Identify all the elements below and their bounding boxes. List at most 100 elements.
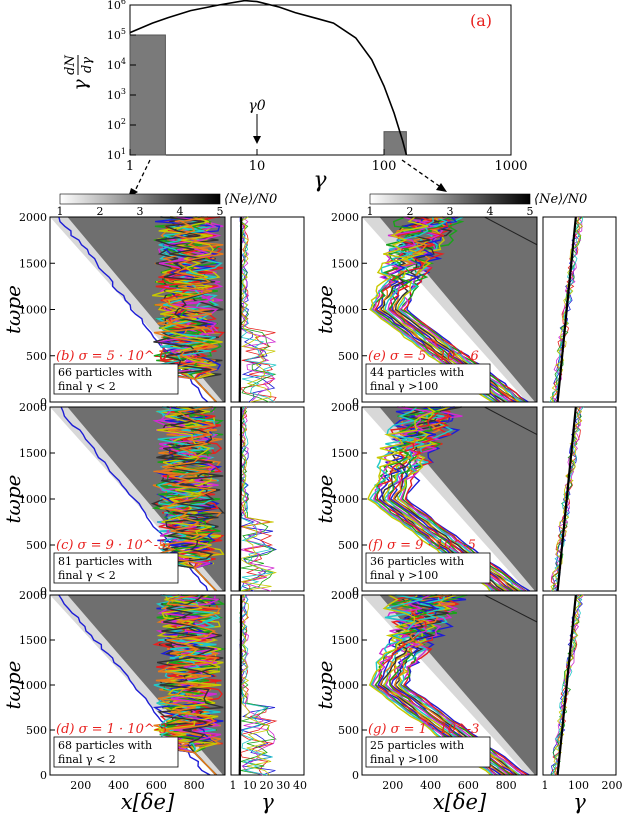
gamma-track bbox=[239, 406, 274, 592]
colorbar-tick-label: 1 bbox=[57, 205, 64, 218]
note-line-1: 66 particles with bbox=[58, 366, 152, 379]
shaded-bin-1 bbox=[383, 131, 407, 156]
y-tick-label: 500 bbox=[26, 724, 47, 737]
y-tick-label: 500 bbox=[338, 539, 359, 552]
y-tick-label: 0 bbox=[40, 585, 47, 598]
note-box bbox=[365, 552, 491, 584]
side-x-tick-label: 30 bbox=[276, 779, 290, 792]
side-x-axis-label: γ bbox=[573, 790, 586, 814]
note-line-2: final γ < 2 bbox=[58, 569, 116, 582]
y-tick-label: 1000 bbox=[19, 304, 47, 317]
note-box bbox=[365, 363, 491, 395]
mean-gamma-line bbox=[556, 594, 577, 776]
x-tick-label-a: 100 bbox=[372, 159, 397, 174]
particle-track bbox=[153, 406, 217, 592]
panel-title: (f) σ = 9 · 10^-5 bbox=[368, 538, 476, 553]
colorbar-tick-label: 4 bbox=[487, 205, 494, 218]
note-box bbox=[53, 736, 179, 768]
y-tick-label: 500 bbox=[338, 724, 359, 737]
mean-gamma-line bbox=[238, 216, 243, 403]
x-tick-label-a: 1 bbox=[126, 159, 134, 174]
gamma-track bbox=[238, 406, 277, 592]
y-tick-label: 1000 bbox=[331, 493, 359, 506]
x-tick-label: 400 bbox=[108, 779, 129, 792]
x-tick-label: 600 bbox=[458, 779, 479, 792]
colorbar-label: ⟨Ne⟩/N0 bbox=[224, 192, 277, 207]
colorbar-tick-label: 2 bbox=[407, 205, 414, 218]
gamma-side-panel bbox=[542, 216, 617, 403]
note-line-2: final γ >100 bbox=[370, 753, 438, 766]
y-tick-label: 1000 bbox=[19, 679, 47, 692]
colorbar-tick-label: 2 bbox=[97, 205, 104, 218]
y-tick-label-a: 106 bbox=[107, 0, 126, 12]
mean-gamma-line bbox=[238, 594, 243, 776]
spectrum-panel: 1 10 100 1000 101 102 103 104 105 106 (a) γ dN dγ… bbox=[63, 0, 528, 198]
side-x-tick-label: 200 bbox=[602, 779, 623, 792]
colorbar-left bbox=[59, 193, 221, 205]
note-line-1: 44 particles with bbox=[370, 366, 464, 379]
note-line-1: 25 particles with bbox=[370, 739, 464, 752]
y-axis-label: tωpe bbox=[1, 661, 25, 710]
y-tick-label-a: 102 bbox=[107, 117, 126, 132]
y-axis-label: tωpe bbox=[313, 661, 337, 710]
panel-f: 0 500 1000 1500 2000 tωpe (f) σ = 9 · 10^-5 36 … bbox=[313, 401, 617, 598]
x-axis-label: x[δe] bbox=[121, 790, 175, 814]
particle-track bbox=[155, 594, 221, 776]
note-box bbox=[53, 552, 179, 584]
svg-text:dγ: dγ bbox=[80, 57, 95, 73]
spectrum-curve bbox=[129, 0, 408, 156]
particle-track bbox=[156, 594, 224, 776]
side-x-tick-label: 40 bbox=[293, 779, 307, 792]
colorbar-tick-label: 3 bbox=[137, 205, 144, 218]
x-tick-label: 200 bbox=[382, 779, 403, 792]
gamma-track bbox=[550, 406, 583, 592]
x-tick-label: 800 bbox=[496, 779, 517, 792]
y-tick-label: 1500 bbox=[331, 634, 359, 647]
svg-text:dN: dN bbox=[63, 55, 78, 75]
y-tick-label: 2000 bbox=[331, 401, 359, 414]
y-tick-label: 1500 bbox=[331, 447, 359, 460]
colorbar-right bbox=[369, 193, 531, 205]
particle-track bbox=[153, 594, 221, 776]
y-tick-label: 500 bbox=[26, 539, 47, 552]
y-tick-label-a: 105 bbox=[107, 27, 126, 42]
mean-gamma-line bbox=[556, 216, 577, 403]
panel-c: 0 500 1000 1500 2000 tωpe (c) σ = 9 · 10^-5 81 … bbox=[1, 401, 305, 598]
y-tick-label: 0 bbox=[40, 396, 47, 409]
y-axis-label: tωpe bbox=[1, 285, 25, 334]
colorbar-label: ⟨Ne⟩/N0 bbox=[534, 192, 587, 207]
gamma0-annotation: γ0 bbox=[248, 98, 265, 114]
panel-label-a: (a) bbox=[470, 11, 492, 30]
y-tick-label: 2000 bbox=[331, 589, 359, 602]
y-tick-label: 0 bbox=[40, 769, 47, 782]
y-tick-label: 1500 bbox=[19, 634, 47, 647]
y-tick-label: 2000 bbox=[331, 211, 359, 224]
y-axis-label: tωpe bbox=[313, 475, 337, 524]
reflected-track bbox=[484, 594, 538, 623]
y-axis-label-a: γ dN dγ bbox=[63, 55, 95, 91]
y-tick-label: 0 bbox=[352, 585, 359, 598]
x-tick-label-a: 10 bbox=[249, 159, 266, 174]
colorbar-tick-label: 5 bbox=[527, 205, 534, 218]
side-x-tick-label: 1 bbox=[542, 779, 549, 792]
mean-gamma-line bbox=[556, 406, 577, 592]
dashed-arrow-left bbox=[132, 159, 151, 196]
side-x-tick-label: 100 bbox=[568, 779, 589, 792]
y-tick-label-a: 101 bbox=[107, 147, 126, 162]
side-x-axis-label: γ bbox=[261, 790, 274, 814]
y-tick-label: 500 bbox=[26, 350, 47, 363]
x-tick-label-a: 1000 bbox=[494, 159, 527, 174]
mean-gamma-line bbox=[238, 406, 243, 592]
gamma-side-panel bbox=[542, 594, 617, 776]
colorbar-tick-label: 1 bbox=[367, 205, 374, 218]
y-tick-label: 500 bbox=[338, 350, 359, 363]
side-x-tick-label: 1 bbox=[230, 779, 237, 792]
panel-d: 0 500 1000 1500 2000 tωpe (d) σ = 1 · 10^-3 68 … bbox=[1, 589, 307, 814]
gamma-track bbox=[240, 594, 276, 776]
note-line-1: 68 particles with bbox=[58, 739, 152, 752]
panel-title: (e) σ = 5 · 10^-6 bbox=[368, 349, 479, 364]
gamma-track bbox=[239, 406, 275, 592]
note-line-1: 81 particles with bbox=[58, 555, 152, 568]
colorbar-tick-label: 5 bbox=[217, 205, 224, 218]
